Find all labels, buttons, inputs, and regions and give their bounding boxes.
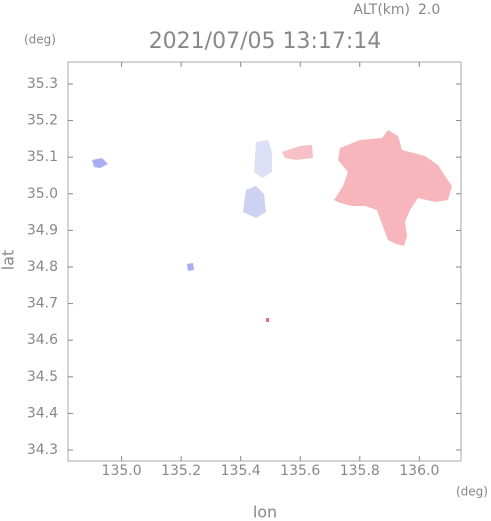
plot-frame (67, 61, 462, 462)
altitude-value: 2.0 (418, 2, 440, 18)
x-tick-label: 135.4 (221, 463, 261, 479)
y-tick-label: 34.6 (27, 332, 58, 348)
echo-positive (266, 318, 269, 322)
echo-negative (92, 158, 108, 168)
echo-positive (334, 130, 452, 246)
y-tick-label: 35.3 (27, 76, 58, 92)
y-tick-label: 35.1 (27, 149, 58, 165)
y-tick-label: 34.9 (27, 222, 58, 238)
y-tick-label: 35.0 (27, 186, 58, 202)
y-tick-label: 34.8 (27, 259, 58, 275)
echo-positive (282, 145, 313, 160)
x-axis-label: lon (253, 503, 277, 521)
echo-negative (254, 140, 272, 178)
y-tick-label: 34.4 (27, 405, 58, 421)
x-tick-label: 135.2 (161, 463, 201, 479)
echo-negative (243, 186, 266, 218)
x-tick-label: 135.6 (280, 463, 320, 479)
y-tick-label: 34.5 (27, 369, 58, 385)
x-tick-label: 135.8 (340, 463, 380, 479)
x-unit: (deg) (456, 485, 488, 499)
y-unit: (deg) (24, 33, 56, 47)
y-tick-label: 34.3 (27, 442, 58, 458)
echo-regions (92, 130, 452, 322)
y-axis-label: lat (0, 250, 18, 271)
chart-title: 2021/07/05 13:17:14 (149, 29, 382, 54)
x-tick-label: 135.0 (102, 463, 142, 479)
altitude-label: ALT(km) (353, 2, 410, 18)
y-tick-label: 35.2 (27, 113, 58, 129)
y-tick-label: 34.7 (27, 296, 58, 312)
x-tick-label: 136.0 (399, 463, 439, 479)
echo-negative (187, 263, 194, 271)
